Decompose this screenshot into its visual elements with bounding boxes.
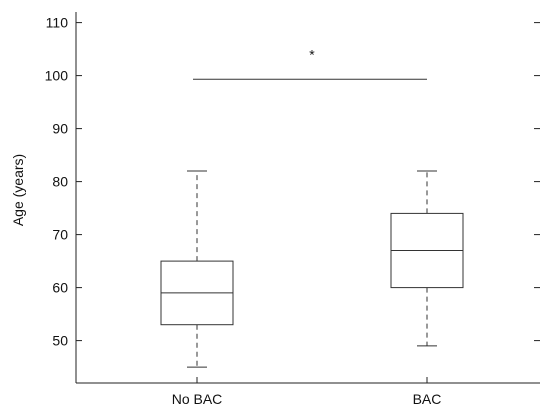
y-tick-label: 70	[52, 227, 68, 243]
x-tick-label: No BAC	[172, 391, 223, 407]
y-tick-label: 100	[45, 68, 69, 84]
significance-marker: *	[309, 46, 315, 62]
y-tick-label: 110	[46, 15, 69, 31]
plot-frame	[75, 12, 540, 384]
y-axis: 50 60 70 80 90 100 110	[45, 15, 540, 349]
x-tick-label: BAC	[413, 391, 442, 407]
y-tick-label: 60	[52, 280, 68, 296]
box-bac	[390, 170, 464, 347]
y-tick-label: 80	[52, 174, 68, 190]
y-axis-label: Age (years)	[10, 154, 26, 226]
y-tick-label: 90	[52, 121, 68, 137]
x-axis: No BAC BAC	[172, 377, 442, 407]
box-no-bac	[160, 170, 234, 368]
box-series	[160, 170, 464, 368]
annotations: *	[193, 46, 427, 80]
y-tick-label: 50	[52, 333, 68, 349]
